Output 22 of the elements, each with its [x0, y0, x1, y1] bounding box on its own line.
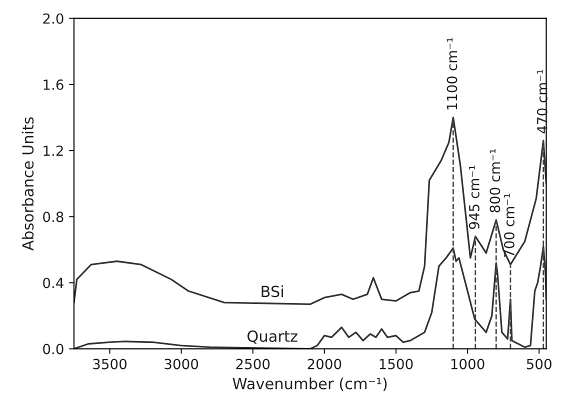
y-tick-label: 1.2: [44, 146, 63, 156]
x-tick-label: 1500: [380, 358, 413, 370]
x-tick-label: 3500: [93, 358, 126, 370]
x-tick-label: 500: [526, 358, 552, 370]
ref-line-label: 800 cm⁻¹: [490, 149, 500, 212]
ref-line-label: 1100 cm⁻¹: [446, 38, 458, 110]
x-tick-label: 3000: [164, 358, 198, 370]
x-tick-label: 2500: [236, 358, 270, 370]
y-tick-label: 0.0: [43, 344, 64, 354]
y-tick-label: 2.0: [43, 13, 64, 24]
y-tick-label: 0.4: [43, 278, 64, 288]
x-axis-title: Wavenumber (cm⁻¹): [232, 378, 387, 392]
ref-line-label: 700 cm⁻¹: [504, 194, 514, 257]
y-axis-title: Absorbance Units: [22, 117, 34, 251]
y-tick-label: 0.8: [43, 212, 64, 222]
ref-line-label: 470 cm⁻¹: [536, 70, 548, 134]
x-tick-label: 2000: [308, 358, 342, 370]
series-label: BSi: [262, 285, 283, 298]
x-tick-label: 1000: [451, 358, 484, 370]
ref-line-label: 945 cm⁻¹: [468, 166, 480, 229]
series-label: Quartz: [248, 330, 298, 344]
y-tick-label: 1.6: [44, 79, 64, 90]
